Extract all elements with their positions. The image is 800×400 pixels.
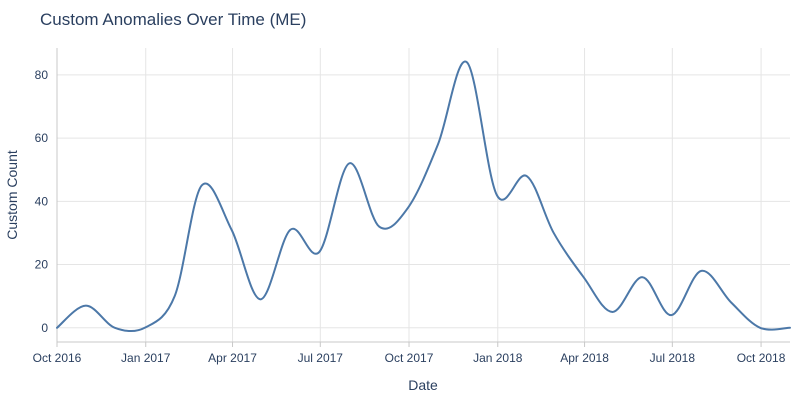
data-point[interactable] <box>728 299 734 305</box>
y-tick-label: 40 <box>35 194 49 208</box>
x-tick-label: Jul 2017 <box>298 351 344 365</box>
data-point[interactable] <box>757 325 763 331</box>
axes: Oct 2016 Jan 2017 Apr 2017 Jul 2017 Oct 2017… <box>33 48 790 365</box>
data-point[interactable] <box>610 309 616 315</box>
y-axis-title: Custom Count <box>4 150 20 240</box>
series-line <box>56 60 791 333</box>
x-tick-label: Oct 2018 <box>737 351 786 365</box>
x-tick-label: Oct 2017 <box>385 351 434 365</box>
y-tick-label: 20 <box>35 258 49 272</box>
x-tick-label: Apr 2018 <box>560 351 609 365</box>
data-point[interactable] <box>316 249 322 255</box>
data-point[interactable] <box>142 325 148 331</box>
data-point[interactable] <box>376 224 382 230</box>
data-point[interactable] <box>551 230 557 236</box>
data-point[interactable] <box>524 173 530 179</box>
x-tick-label: Jan 2017 <box>121 351 171 365</box>
data-point[interactable] <box>54 325 60 331</box>
data-point[interactable] <box>199 183 205 189</box>
data-point[interactable] <box>287 227 293 233</box>
x-tick-label: Jan 2018 <box>473 351 523 365</box>
chart-title: Custom Anomalies Over Time (ME) <box>40 10 307 29</box>
data-point[interactable] <box>112 325 118 331</box>
data-point[interactable] <box>464 59 470 65</box>
x-tick-label: Apr 2017 <box>208 351 257 365</box>
data-point[interactable] <box>698 268 704 274</box>
grid <box>56 48 790 342</box>
data-point[interactable] <box>668 312 674 318</box>
data-point[interactable] <box>229 227 235 233</box>
data-point[interactable] <box>83 303 89 309</box>
data-point[interactable] <box>405 205 411 211</box>
data-point[interactable] <box>346 160 352 166</box>
data-point[interactable] <box>639 274 645 280</box>
data-point[interactable] <box>581 274 587 280</box>
x-axis-title: Date <box>408 377 438 393</box>
series-layer <box>54 59 793 333</box>
y-tick-label: 60 <box>35 131 49 145</box>
data-point[interactable] <box>494 192 500 198</box>
data-point[interactable] <box>172 293 178 299</box>
y-tick-label: 0 <box>41 321 48 335</box>
data-point[interactable] <box>787 325 793 331</box>
x-tick-label: Oct 2016 <box>33 351 82 365</box>
x-tick-label: Jul 2018 <box>650 351 696 365</box>
y-tick-label: 80 <box>35 68 49 82</box>
data-point[interactable] <box>258 296 264 302</box>
data-point[interactable] <box>435 141 441 147</box>
